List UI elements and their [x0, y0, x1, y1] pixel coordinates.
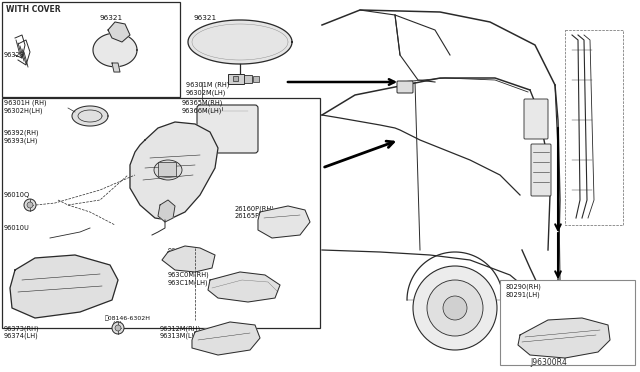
Polygon shape	[162, 246, 215, 272]
Polygon shape	[192, 322, 260, 355]
Text: 08146-6302H
    (2): 08146-6302H (2)	[105, 315, 151, 326]
Text: 96321: 96321	[193, 15, 216, 21]
Polygon shape	[208, 272, 280, 302]
Text: 96312M(RH)
96313M(LH): 96312M(RH) 96313M(LH)	[160, 325, 201, 339]
Circle shape	[427, 280, 483, 336]
Polygon shape	[93, 33, 137, 67]
Circle shape	[24, 199, 36, 211]
Ellipse shape	[154, 160, 182, 180]
Text: 96321: 96321	[100, 15, 123, 21]
FancyBboxPatch shape	[197, 105, 258, 153]
Text: 96328: 96328	[4, 52, 25, 58]
Bar	[244, 75, 252, 83]
Text: 96373(RH)
96374(LH): 96373(RH) 96374(LH)	[4, 325, 40, 339]
Bar	[2, 2, 180, 97]
Text: 96365M(RH)
96366M(LH): 96365M(RH) 96366M(LH)	[182, 100, 223, 114]
Bar	[565, 30, 623, 225]
Text: 26160P(RH)
26165P(LH): 26160P(RH) 26165P(LH)	[235, 205, 275, 219]
Text: 96392(RH)
96393(LH): 96392(RH) 96393(LH)	[4, 130, 40, 144]
Circle shape	[443, 296, 467, 320]
Text: J96300R4: J96300R4	[530, 358, 567, 367]
Polygon shape	[112, 63, 120, 72]
FancyBboxPatch shape	[531, 144, 551, 196]
Circle shape	[27, 202, 33, 208]
Circle shape	[112, 322, 124, 334]
Text: 96010UA: 96010UA	[168, 248, 198, 254]
Text: 80290(RH)
80291(LH): 80290(RH) 80291(LH)	[505, 284, 541, 298]
FancyBboxPatch shape	[524, 99, 548, 139]
Bar	[253, 76, 259, 82]
Text: 96301M (RH)
96302M(LH): 96301M (RH) 96302M(LH)	[186, 82, 229, 96]
Text: WITH COVER: WITH COVER	[6, 5, 61, 14]
Polygon shape	[158, 200, 175, 222]
Bar	[233, 76, 238, 81]
FancyBboxPatch shape	[397, 81, 413, 93]
Polygon shape	[518, 318, 610, 358]
Polygon shape	[188, 20, 292, 64]
Polygon shape	[10, 255, 118, 318]
Circle shape	[413, 266, 497, 350]
Bar	[2, 98, 320, 328]
Bar	[158, 162, 176, 176]
Polygon shape	[130, 122, 218, 220]
Text: 96301H (RH)
96302H(LH): 96301H (RH) 96302H(LH)	[4, 100, 47, 114]
Bar	[500, 280, 635, 365]
Polygon shape	[72, 106, 108, 126]
Text: 96010U: 96010U	[4, 225, 30, 231]
Circle shape	[115, 325, 121, 331]
Polygon shape	[108, 22, 130, 42]
Text: 96010Q: 96010Q	[4, 192, 30, 198]
Bar	[228, 74, 244, 84]
Polygon shape	[258, 206, 310, 238]
Text: 963C0M(RH)
963C1M(LH): 963C0M(RH) 963C1M(LH)	[168, 272, 210, 286]
